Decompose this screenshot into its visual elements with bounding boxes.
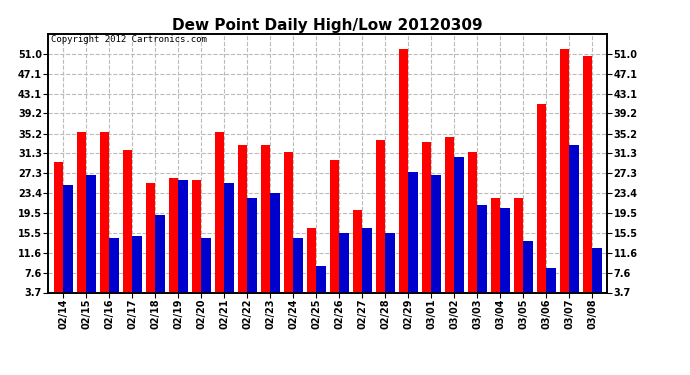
- Bar: [270, 193, 280, 311]
- Bar: [500, 208, 510, 311]
- Bar: [592, 248, 602, 311]
- Bar: [454, 158, 464, 311]
- Bar: [201, 238, 211, 311]
- Bar: [293, 238, 303, 311]
- Bar: [86, 175, 96, 311]
- Bar: [477, 205, 487, 311]
- Bar: [422, 142, 431, 311]
- Bar: [284, 152, 293, 311]
- Bar: [247, 198, 257, 311]
- Bar: [468, 152, 477, 311]
- Bar: [408, 172, 418, 311]
- Bar: [63, 185, 73, 311]
- Bar: [491, 198, 500, 311]
- Bar: [316, 266, 326, 311]
- Bar: [261, 145, 270, 311]
- Bar: [99, 132, 109, 311]
- Bar: [362, 228, 372, 311]
- Bar: [224, 183, 234, 311]
- Bar: [523, 240, 533, 311]
- Bar: [237, 145, 247, 311]
- Bar: [569, 145, 579, 311]
- Bar: [77, 132, 86, 311]
- Bar: [375, 140, 385, 311]
- Bar: [513, 198, 523, 311]
- Bar: [339, 233, 349, 311]
- Bar: [330, 160, 339, 311]
- Bar: [123, 150, 132, 311]
- Bar: [353, 210, 362, 311]
- Bar: [54, 162, 63, 311]
- Bar: [444, 137, 454, 311]
- Bar: [546, 268, 556, 311]
- Bar: [132, 236, 142, 311]
- Bar: [385, 233, 395, 311]
- Bar: [537, 104, 546, 311]
- Bar: [178, 180, 188, 311]
- Title: Dew Point Daily High/Low 20120309: Dew Point Daily High/Low 20120309: [172, 18, 483, 33]
- Bar: [215, 132, 224, 311]
- Bar: [109, 238, 119, 311]
- Text: Copyright 2012 Cartronics.com: Copyright 2012 Cartronics.com: [51, 35, 207, 44]
- Bar: [399, 49, 408, 311]
- Bar: [146, 183, 155, 311]
- Bar: [306, 228, 316, 311]
- Bar: [582, 57, 592, 311]
- Bar: [168, 177, 178, 311]
- Bar: [192, 180, 201, 311]
- Bar: [431, 175, 441, 311]
- Bar: [560, 49, 569, 311]
- Bar: [155, 215, 165, 311]
